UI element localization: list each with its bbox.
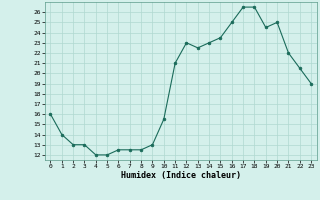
X-axis label: Humidex (Indice chaleur): Humidex (Indice chaleur)	[121, 171, 241, 180]
